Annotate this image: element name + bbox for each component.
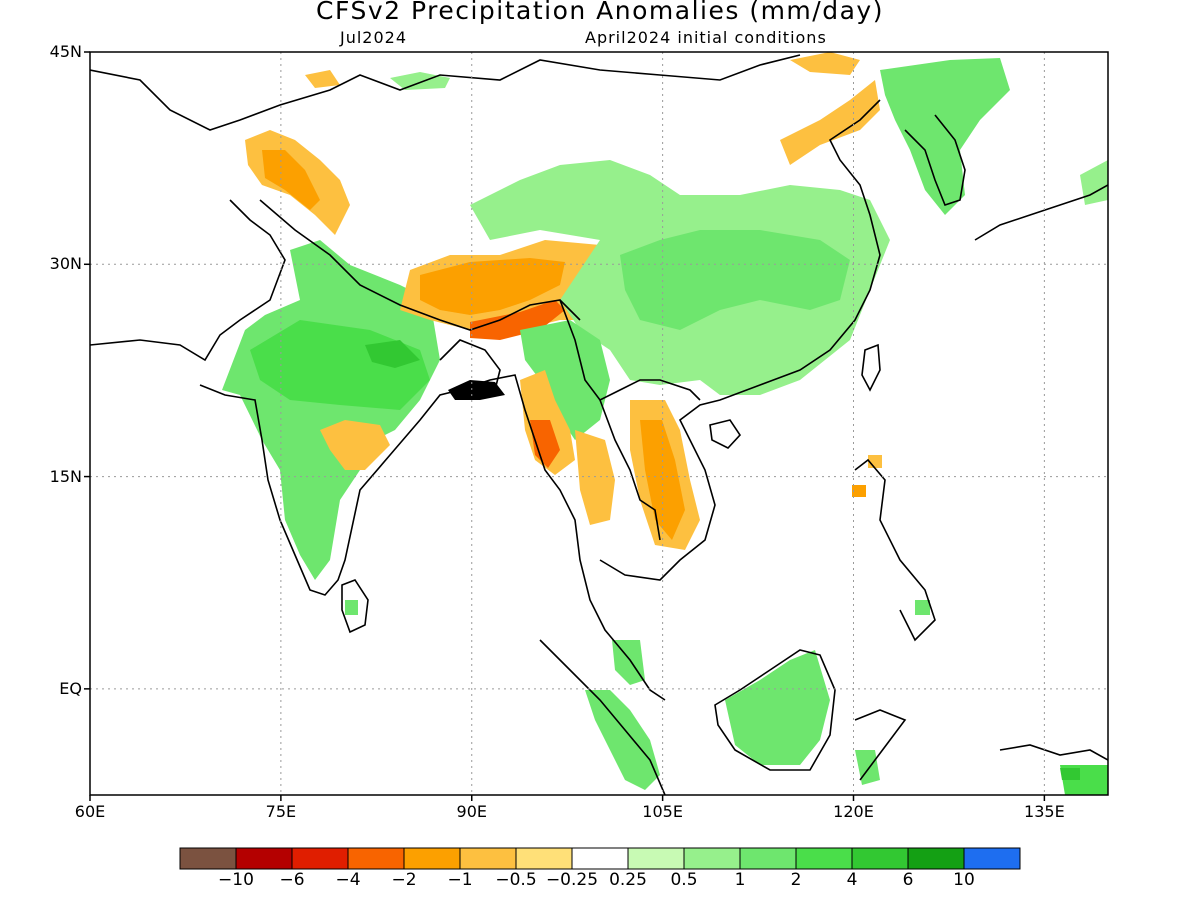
colorbar-label: −1: [447, 870, 473, 890]
coast-japan: [974, 184, 1108, 241]
wet-region-korea: [880, 58, 1010, 215]
border-myanmar: [559, 299, 701, 402]
axis-ticks: [84, 51, 1046, 801]
colorbar-swatch: [851, 847, 909, 870]
colorbar: [179, 847, 1021, 870]
dry-region-indochina: [575, 430, 615, 525]
colorbar-swatch: [235, 847, 293, 870]
coast-sulawesi: [854, 709, 907, 781]
border-bangladesh: [439, 339, 501, 391]
lon-tick-label: 60E: [74, 802, 106, 821]
border-himalaya: [259, 199, 581, 331]
dry-band-himalaya-core: [420, 258, 565, 315]
colorbar-swatch: [627, 847, 685, 870]
wet-region-borneo: [725, 650, 830, 765]
coast-indochina: [599, 99, 881, 581]
colorbar-swatch: [347, 847, 405, 870]
coast-korea: [904, 114, 966, 206]
border-pakistan: [90, 199, 286, 362]
wet-region-malaya: [612, 640, 645, 685]
colorbar-swatch: [907, 847, 965, 870]
colorbar-label: 6: [902, 870, 914, 890]
dry-region-karakoram-core: [262, 150, 320, 210]
colorbar-label: −6: [279, 870, 305, 890]
lon-tick-label: 75E: [265, 802, 297, 821]
colorbar-label: 1: [734, 870, 746, 890]
coast-borneo: [714, 649, 836, 771]
coast-newguinea: [999, 744, 1108, 761]
colorbar-label: −0.5: [495, 870, 537, 890]
colorbar-swatch: [459, 847, 517, 870]
wet-region-india: [222, 240, 440, 580]
coastlines: [90, 54, 1108, 795]
map-title: CFSv2 Precipitation Anomalies (mm/day): [316, 0, 884, 25]
colorbar-label: 0.5: [670, 870, 698, 890]
lon-tick-label: 90E: [456, 802, 487, 821]
lat-tick-label: 15N: [49, 466, 82, 486]
colorbar-label: −4: [335, 870, 361, 890]
border-china-north: [90, 54, 801, 131]
dry-patch-central-india: [320, 420, 390, 470]
subtitle-initial-conditions: April2024 initial conditions: [585, 28, 827, 47]
coast-hainan: [709, 419, 742, 449]
colorbar-label: −2: [391, 870, 417, 890]
wet-region-sumatra: [585, 690, 660, 790]
colorbar-swatch: [683, 847, 741, 870]
lon-tick-label: 120E: [833, 802, 874, 821]
lat-tick-label: 45N: [49, 42, 82, 61]
lon-tick-label: 105E: [642, 802, 683, 821]
colorbar-swatch: [963, 847, 1021, 870]
wet-core-china: [620, 230, 850, 330]
dry-region-myanmar-core: [530, 420, 560, 468]
colorbar-swatch: [403, 847, 461, 870]
colorbar-label: 0.25: [609, 870, 647, 890]
wet-patch-sulawesi: [855, 750, 880, 785]
colorbar-label: 10: [953, 870, 975, 890]
dry-patch-luzon: [852, 485, 866, 497]
subtitle-valid-month: Jul2024: [340, 28, 408, 47]
colorbar-label: −0.25: [545, 870, 599, 890]
coast-sumatra: [539, 639, 666, 795]
colorbar-label: 2: [790, 870, 802, 890]
wet-patch-newguinea-core: [1060, 768, 1080, 780]
dry-band-himalaya-core-2: [470, 300, 565, 340]
colorbar-swatch: [291, 847, 349, 870]
lat-tick-label: 30N: [49, 254, 82, 274]
anomaly-shading: [222, 52, 1108, 795]
border-thailand-laos: [599, 399, 661, 541]
colorbar-label: 4: [846, 870, 858, 890]
wet-core-india-2: [365, 340, 420, 368]
grid-lines: [90, 52, 1108, 795]
coast-philippines: [854, 458, 936, 642]
dry-patch-kazakh: [305, 70, 340, 88]
wet-region-myanmar: [520, 320, 610, 440]
colorbar-swatch: [515, 847, 573, 870]
wet-patch-srilanka: [345, 600, 358, 615]
wet-patch-mindanao: [915, 600, 930, 615]
dry-patch-mongolia: [790, 52, 860, 75]
coast-taiwan: [861, 343, 881, 392]
colorbar-swatch: [179, 847, 237, 870]
colorbar-swatch: [795, 847, 853, 870]
bangladesh-coast-dense: [448, 380, 505, 400]
coast-india: [199, 374, 666, 701]
lon-tick-label: 135E: [1024, 802, 1065, 821]
colorbar-swatch: [571, 847, 629, 870]
wet-patch-japan: [1080, 160, 1108, 205]
colorbar-swatch: [739, 847, 797, 870]
colorbar-label: −10: [218, 870, 254, 890]
coast-srilanka: [341, 579, 369, 634]
map-frame: [89, 51, 1109, 796]
dry-patch-north-china: [780, 80, 880, 165]
lat-tick-label: EQ: [59, 678, 82, 698]
